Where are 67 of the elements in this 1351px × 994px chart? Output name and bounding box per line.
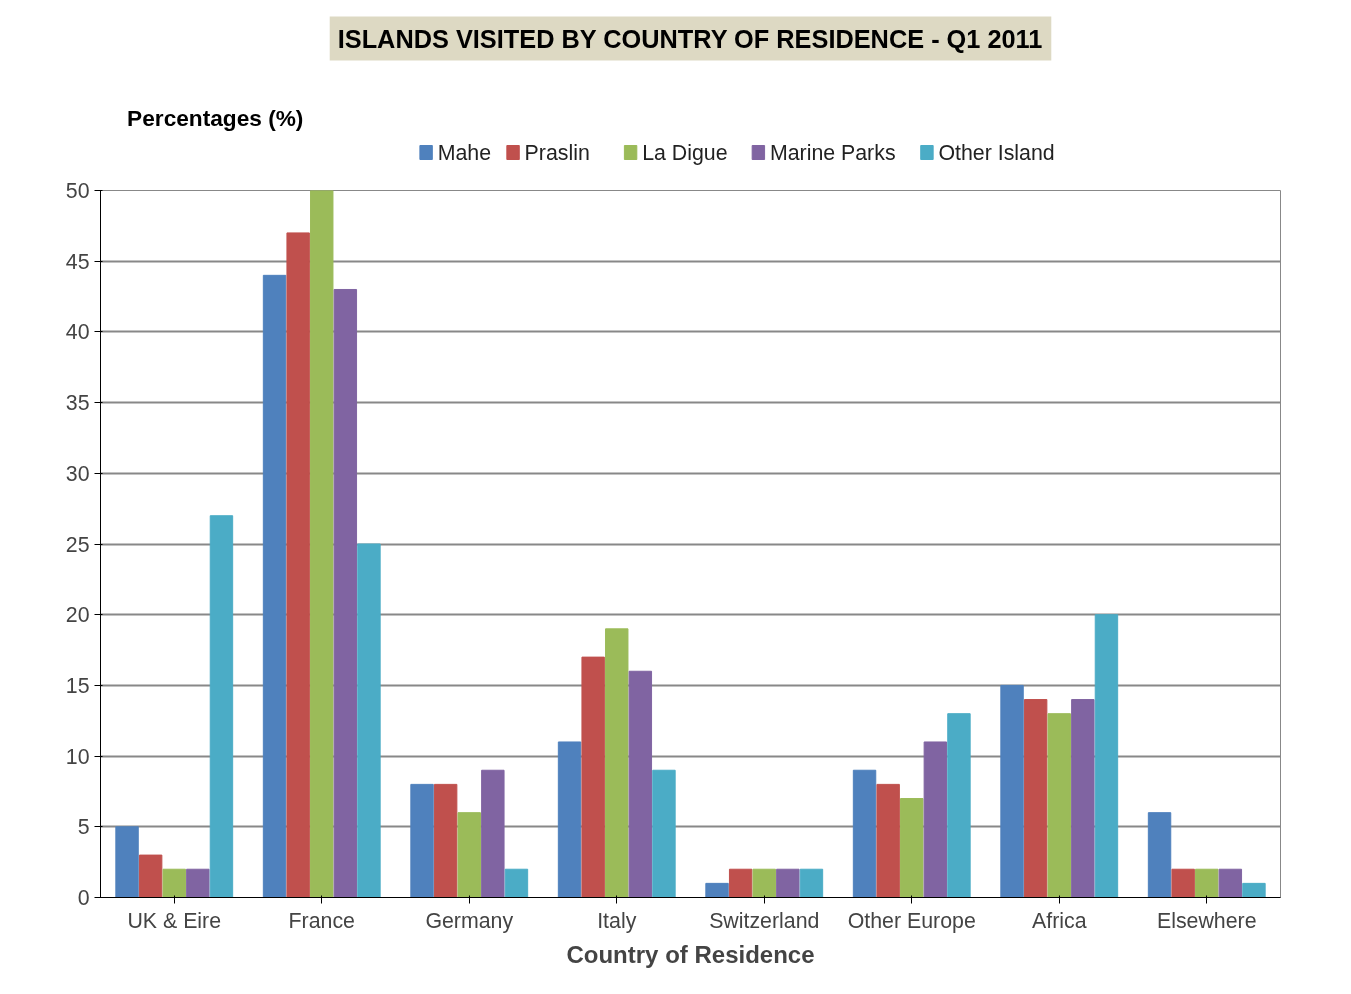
bar [162, 868, 186, 898]
bar [605, 628, 629, 898]
bar [1147, 812, 1172, 898]
chart-title: ISLANDS VISITED BY COUNTRY OF RESIDENCE - Q1 2011 [337, 24, 1043, 53]
bar [186, 868, 210, 898]
bar [333, 288, 358, 898]
x-tick-label: Africa [1031, 908, 1087, 933]
bar [357, 543, 381, 898]
bar [876, 783, 900, 898]
legend-label: Other Island [938, 140, 1055, 165]
bar [209, 515, 234, 898]
bar [1047, 713, 1071, 898]
bar [1094, 614, 1119, 898]
y-tick-label: 45 [65, 249, 90, 274]
bar [1071, 699, 1095, 898]
y-tick-label: 35 [65, 391, 90, 416]
bar [262, 274, 287, 898]
bar [705, 882, 729, 898]
x-tick-label: France [288, 908, 355, 933]
bar [852, 769, 877, 898]
x-tick-label: Switzerland [709, 908, 820, 933]
legend-label: Praslin [524, 140, 590, 165]
y-tick-label: 0 [77, 886, 90, 910]
bar [138, 854, 163, 898]
x-axis-title: Country of Residence [566, 940, 815, 968]
bar [433, 783, 458, 898]
y-tick-label: 40 [65, 320, 90, 345]
bar [799, 868, 824, 898]
bar [504, 868, 529, 898]
bar [115, 826, 139, 898]
bar [1195, 868, 1219, 898]
bar [310, 190, 334, 898]
y-tick-label: 25 [65, 532, 90, 557]
x-tick-label: Germany [425, 908, 514, 933]
bar [1023, 699, 1048, 898]
legend-label: Marine Parks [769, 140, 896, 165]
bar [1000, 684, 1024, 898]
x-tick-label: Elsewhere [1156, 908, 1257, 933]
y-tick-label: 20 [65, 603, 90, 628]
y-tick-label: 30 [65, 461, 90, 486]
bar [1171, 868, 1195, 898]
bar [923, 741, 948, 898]
bar [947, 713, 971, 898]
bar [481, 769, 505, 898]
y-tick-label: 15 [65, 673, 90, 698]
x-tick-label: Other Europe [847, 908, 976, 933]
bar [900, 798, 924, 898]
legend-label: La Digue [642, 140, 728, 165]
x-tick-label: Italy [597, 908, 637, 933]
bar [1218, 868, 1243, 898]
bar [752, 868, 776, 898]
y-tick-label: 5 [77, 815, 90, 840]
bar [728, 868, 753, 898]
x-tick-label: UK & Eire [127, 908, 222, 933]
bar [776, 868, 800, 898]
bar [1242, 882, 1266, 898]
legend-label: Mahe [437, 140, 491, 165]
bar [410, 783, 434, 898]
bar [286, 232, 310, 898]
bar [652, 769, 676, 898]
y-tick-label: 50 [65, 179, 90, 203]
bar [557, 741, 582, 898]
y-axis-title: Percentages (%) [127, 104, 304, 131]
y-tick-label: 10 [65, 744, 90, 769]
bar [628, 670, 653, 898]
bar [581, 656, 605, 898]
bar [457, 812, 481, 898]
